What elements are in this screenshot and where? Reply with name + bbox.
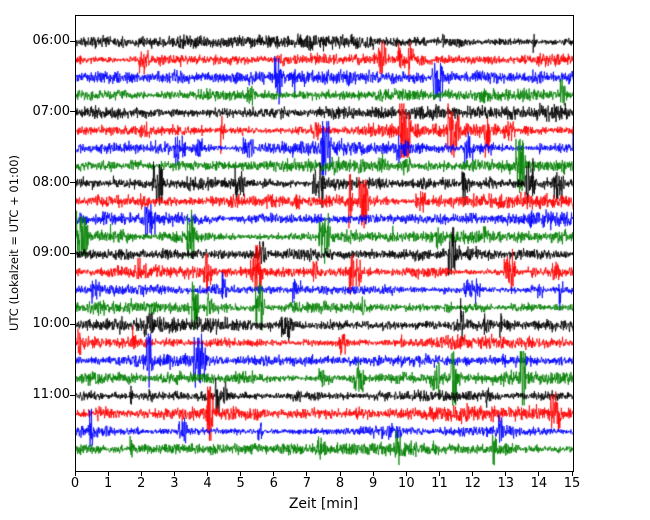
x-axis-tick-label: 11 xyxy=(431,476,448,491)
y-axis-tick xyxy=(70,40,75,42)
x-axis-tick xyxy=(571,471,573,476)
x-axis-tick-label: 15 xyxy=(563,476,581,491)
x-axis-tick xyxy=(240,471,242,476)
x-axis-tick-label: 8 xyxy=(335,476,345,491)
y-axis-tick-label: 06:00 xyxy=(32,33,70,48)
y-axis-tick-label: 07:00 xyxy=(32,103,70,119)
x-axis-tick xyxy=(339,471,341,476)
x-axis-tick-label: 5 xyxy=(236,476,245,491)
x-axis-tick-label: 7 xyxy=(302,476,312,491)
x-axis-tick-label: 2 xyxy=(137,476,146,491)
x-axis-tick xyxy=(207,471,209,476)
x-axis-tick-label: 13 xyxy=(497,476,514,491)
plot-area xyxy=(75,15,574,472)
x-axis-tick xyxy=(140,471,142,476)
x-axis-tick xyxy=(372,471,374,476)
x-axis-tick xyxy=(273,471,275,476)
x-axis-tick xyxy=(306,471,308,476)
y-axis-tick xyxy=(70,182,75,184)
x-axis-tick-label: 12 xyxy=(464,476,481,491)
y-axis-tick-label: 10:00 xyxy=(32,316,70,332)
y-axis-tick-label: 09:00 xyxy=(32,245,70,261)
x-axis-tick xyxy=(505,471,507,476)
y-axis-tick-label: 08:00 xyxy=(32,174,70,190)
x-axis-label: Zeit [min] xyxy=(288,496,359,512)
traces-canvas xyxy=(76,16,573,471)
x-axis-tick-label: 4 xyxy=(203,476,212,491)
x-axis-tick xyxy=(173,471,175,476)
x-axis-tick-label: 0 xyxy=(70,476,80,491)
y-axis-tick-label: 11:00 xyxy=(32,387,70,402)
x-axis-tick xyxy=(107,471,109,476)
y-axis-tick xyxy=(70,323,75,325)
y-axis-label: UTC (Lokalzeit = UTC + 01:00) xyxy=(7,154,21,332)
x-axis-tick-label: 3 xyxy=(170,476,179,491)
x-axis-tick-label: 9 xyxy=(369,476,378,491)
x-axis-tick-label: 10 xyxy=(398,476,415,491)
x-axis-tick xyxy=(438,471,440,476)
x-axis-tick xyxy=(472,471,474,476)
x-axis-tick-label: 14 xyxy=(530,476,548,491)
y-axis-tick xyxy=(70,252,75,254)
x-axis-tick-label: 6 xyxy=(269,476,278,491)
x-axis-tick xyxy=(405,471,407,476)
y-axis-tick xyxy=(70,394,75,396)
x-axis-tick xyxy=(74,471,76,476)
x-axis-tick xyxy=(538,471,540,476)
x-axis-tick-label: 1 xyxy=(103,476,113,491)
y-axis-tick xyxy=(70,111,75,113)
